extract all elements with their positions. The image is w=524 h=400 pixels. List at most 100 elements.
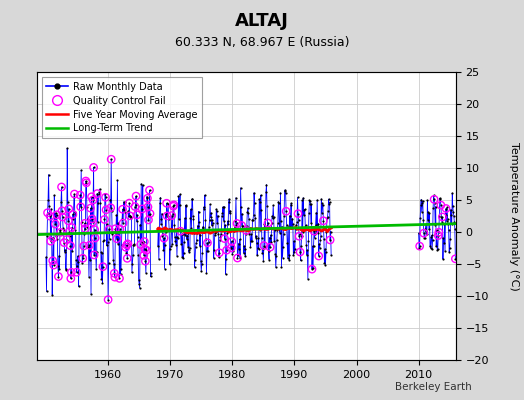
Point xyxy=(66,242,74,249)
Point xyxy=(58,208,66,214)
Point xyxy=(223,230,231,236)
Point xyxy=(169,203,178,210)
Point xyxy=(423,197,432,204)
Point xyxy=(297,257,305,264)
Point xyxy=(258,250,267,257)
Point xyxy=(445,245,454,252)
Point xyxy=(176,202,184,208)
Point xyxy=(100,236,108,243)
Point xyxy=(90,252,99,258)
Point xyxy=(155,226,163,232)
Point xyxy=(133,212,141,218)
Point xyxy=(101,194,110,200)
Point xyxy=(69,216,78,222)
Point xyxy=(102,242,111,248)
Point xyxy=(289,221,297,227)
Point xyxy=(418,208,426,215)
Point xyxy=(181,232,189,238)
Point xyxy=(122,244,130,250)
Point xyxy=(316,233,325,240)
Point xyxy=(188,196,196,202)
Point xyxy=(204,239,213,245)
Point xyxy=(168,212,176,219)
Point xyxy=(305,210,313,216)
Point xyxy=(254,235,263,242)
Point xyxy=(233,220,241,227)
Point xyxy=(92,266,101,272)
Point xyxy=(436,202,445,208)
Point xyxy=(224,199,233,206)
Point xyxy=(450,213,458,219)
Point xyxy=(429,205,438,211)
Text: ALTAJ: ALTAJ xyxy=(235,12,289,30)
Point xyxy=(78,219,86,226)
Point xyxy=(263,222,271,229)
Point xyxy=(113,236,121,242)
Point xyxy=(186,214,194,221)
Point xyxy=(243,209,252,215)
Point xyxy=(274,198,282,205)
Point xyxy=(119,220,127,226)
Point xyxy=(426,243,434,249)
Point xyxy=(236,255,244,261)
Point xyxy=(228,242,237,248)
Point xyxy=(133,212,141,218)
Point xyxy=(291,246,299,252)
Point xyxy=(230,227,238,233)
Point xyxy=(160,235,168,241)
Point xyxy=(271,264,280,270)
Point xyxy=(144,204,152,210)
Point xyxy=(112,212,121,218)
Point xyxy=(238,227,247,233)
Point xyxy=(136,285,144,291)
Point xyxy=(299,195,308,201)
Point xyxy=(69,211,77,218)
Point xyxy=(58,214,67,220)
Point xyxy=(182,236,191,242)
Point xyxy=(44,197,52,204)
Point xyxy=(147,270,155,276)
Point xyxy=(137,241,145,248)
Point xyxy=(439,235,447,242)
Point xyxy=(237,222,246,229)
Point xyxy=(284,224,292,230)
Point xyxy=(433,245,442,252)
Point xyxy=(288,225,296,231)
Point xyxy=(297,243,305,249)
Point xyxy=(83,204,91,211)
Point xyxy=(112,230,120,236)
Point xyxy=(300,212,308,218)
Point xyxy=(114,220,123,226)
Point xyxy=(53,212,61,218)
Point xyxy=(260,220,269,227)
Point xyxy=(196,231,204,238)
Point xyxy=(267,220,276,226)
Point xyxy=(294,210,302,217)
Point xyxy=(145,187,154,193)
Point xyxy=(171,238,180,244)
Point xyxy=(99,238,107,244)
Point xyxy=(128,269,136,276)
Point xyxy=(281,187,289,193)
Point xyxy=(167,243,175,250)
Point xyxy=(296,249,304,255)
Point xyxy=(308,243,316,249)
Point xyxy=(215,254,223,260)
Point xyxy=(77,204,85,210)
Point xyxy=(156,194,165,201)
Point xyxy=(247,231,256,238)
Point xyxy=(82,178,90,184)
Point xyxy=(250,200,259,206)
Point xyxy=(67,275,75,282)
Point xyxy=(86,257,94,264)
Point xyxy=(164,201,172,207)
Point xyxy=(416,214,424,221)
Point xyxy=(82,180,91,186)
Point xyxy=(76,192,84,198)
Point xyxy=(296,249,304,255)
Point xyxy=(52,233,61,240)
Point xyxy=(214,230,223,237)
Point xyxy=(326,237,334,243)
Point xyxy=(252,233,260,239)
Point xyxy=(301,224,310,230)
